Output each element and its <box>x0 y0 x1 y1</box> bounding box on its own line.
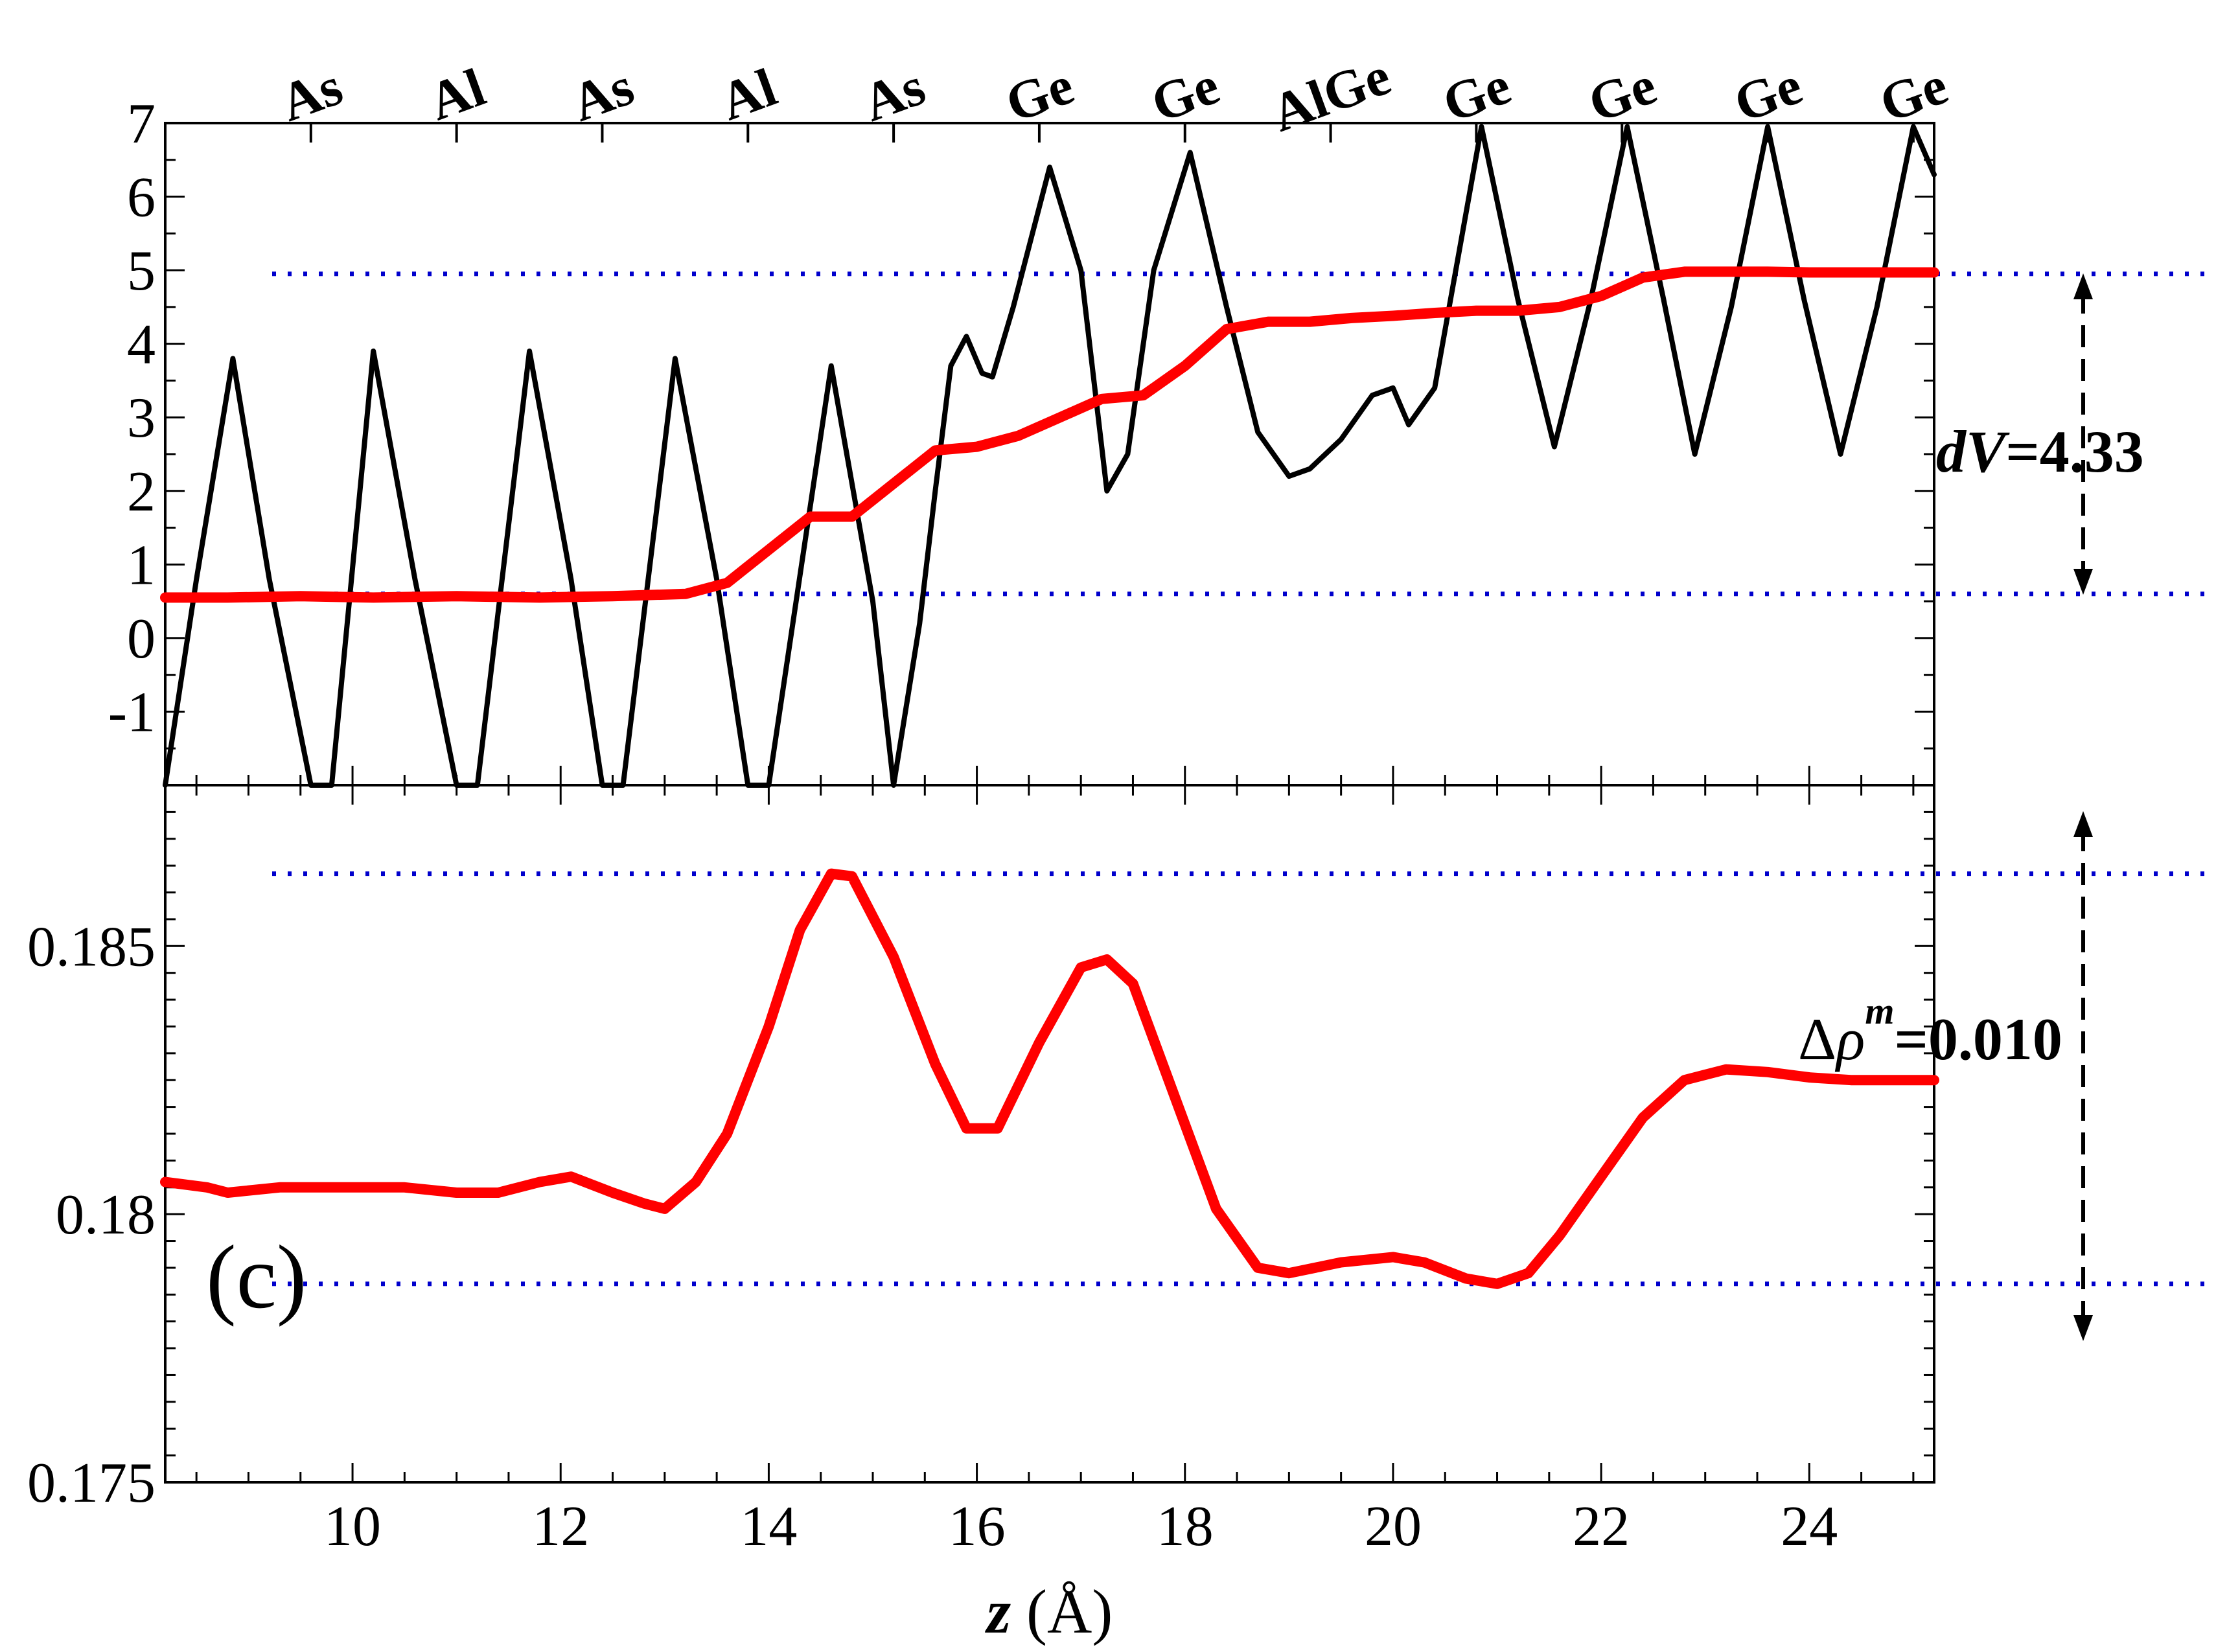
top-y-tick-label: 4 <box>127 314 156 376</box>
potential-line <box>163 124 1937 788</box>
drho-annotation: Δρm=0.010 <box>1798 990 2062 1072</box>
top-y-tick-label: 6 <box>127 166 156 229</box>
x-tick-label: 24 <box>1781 1495 1838 1558</box>
dv-arrow-head-down <box>2073 569 2093 595</box>
top-y-tick-labels: -1 0 1 2 3 4 5 6 7 <box>108 93 156 744</box>
x-tick-label: 14 <box>740 1495 797 1558</box>
atom-labels: As Al As Al As Ge Ge AlGe Ge Ge Ge Ge <box>273 46 1956 144</box>
top-y-tick-label: 7 <box>127 93 156 155</box>
atom-label: As <box>855 56 933 133</box>
bottom-axis-ticks <box>165 784 1934 1484</box>
atom-label: Al <box>421 57 493 132</box>
bottom-panel: 0.175 0.18 0.185 10 12 14 16 18 20 22 24 Δρm=0.01… <box>27 784 2216 1646</box>
drho-arrow-head-up <box>2073 811 2093 837</box>
x-tick-label: 22 <box>1573 1495 1630 1558</box>
density-line <box>160 868 1939 1289</box>
x-tick-labels: 10 12 14 16 18 20 22 24 <box>324 1495 1838 1558</box>
drho-superscript: m <box>1865 990 1894 1032</box>
x-axis-label: z (Å) <box>985 1577 1113 1646</box>
atom-label: Al <box>713 57 785 132</box>
drho-symbol: ρ <box>1834 1006 1865 1072</box>
dv-arrow-head-up <box>2073 273 2093 299</box>
dv-italic: dV <box>1936 419 2010 485</box>
atom-label: As <box>564 56 641 133</box>
bottom-y-tick-label: 0.18 <box>56 1184 156 1246</box>
top-axis-ticks <box>165 122 1934 786</box>
top-y-tick-label: 3 <box>127 387 156 450</box>
x-tick-label: 16 <box>949 1495 1006 1558</box>
bottom-y-tick-labels: 0.175 0.18 0.185 <box>27 915 156 1515</box>
top-y-tick-label: -1 <box>108 681 156 744</box>
atom-label: As <box>273 56 351 133</box>
bottom-plot-frame <box>164 784 1935 1484</box>
averaged-potential-line <box>160 266 1939 603</box>
x-axis-label-unit: (Å) <box>1011 1577 1113 1646</box>
dv-annotation: dV=4.33 <box>1936 419 2144 485</box>
dv-value: =4.33 <box>2005 419 2143 485</box>
x-tick-label: 12 <box>532 1495 589 1558</box>
top-y-tick-label: 1 <box>127 534 156 597</box>
bottom-y-tick-label: 0.185 <box>27 915 156 978</box>
top-y-tick-label: 5 <box>127 240 156 303</box>
drho-arrow-head-down <box>2073 1315 2093 1341</box>
x-axis-label-var: z <box>985 1577 1011 1646</box>
top-series-group <box>160 124 1939 788</box>
top-y-tick-label: 0 <box>127 608 156 671</box>
x-tick-label: 20 <box>1365 1495 1422 1558</box>
drho-delta: Δ <box>1798 1006 1836 1072</box>
x-tick-label: 10 <box>324 1495 381 1558</box>
drho-value: =0.010 <box>1894 1006 2062 1072</box>
bottom-y-tick-label: 0.175 <box>27 1452 156 1515</box>
panel-label: (c) <box>206 1227 306 1327</box>
drho-arrow <box>2073 811 2093 1341</box>
bottom-reference-lines <box>272 871 2216 1287</box>
dv-arrow <box>2073 273 2093 595</box>
bottom-series-group <box>160 868 1939 1289</box>
x-tick-label: 18 <box>1157 1495 1214 1558</box>
top-plot-frame <box>164 122 1935 786</box>
top-y-tick-label: 2 <box>127 461 156 523</box>
